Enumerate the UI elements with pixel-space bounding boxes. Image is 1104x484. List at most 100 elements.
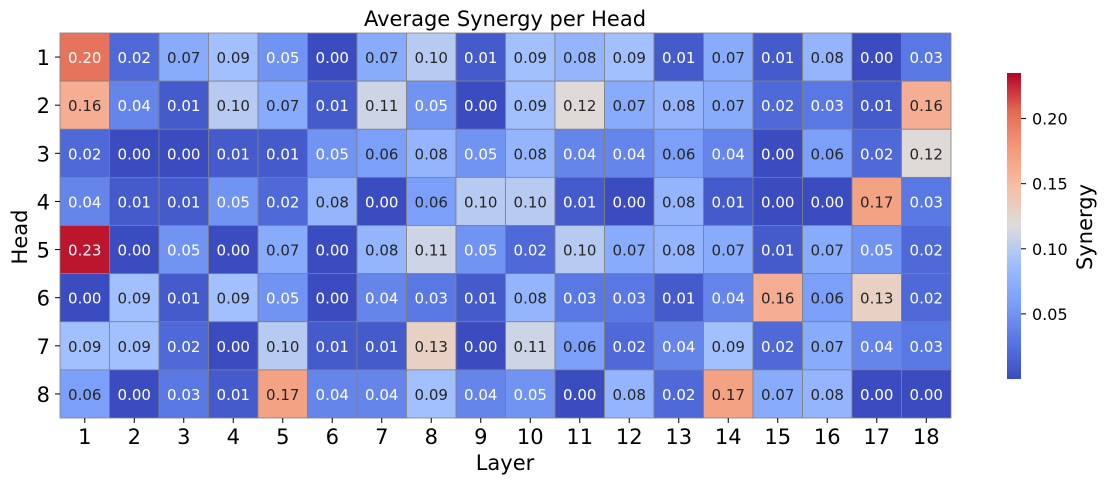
cell-value-label: 0.08 [811,386,844,404]
x-tick-label: 4 [227,425,240,449]
heatmap-cell [158,80,209,130]
x-tick-label: 1 [78,425,91,449]
cell-value-label: 0.06 [415,193,448,211]
x-tick-label: 16 [814,425,841,449]
heatmap-cell [901,32,952,82]
heatmap-cell [109,321,160,371]
cell-value-label: 0.03 [910,338,943,356]
cell-value-label: 0.01 [860,97,893,115]
cell-value-label: 0.09 [514,97,547,115]
cell-value-label: 0.09 [514,49,547,67]
heatmap-cell [208,321,259,371]
heatmap-cell [604,128,655,178]
cell-value-label: 0.07 [365,49,398,67]
cell-value-label: 0.06 [811,145,844,163]
cell-value-label: 0.05 [217,193,250,211]
cell-value-label: 0.05 [464,242,497,260]
heatmap-cell [604,321,655,371]
cell-value-label: 0.09 [613,49,646,67]
cell-value-label: 0.07 [761,386,794,404]
cell-value-label: 0.00 [910,386,943,404]
heatmap-cell [109,32,160,82]
cell-value-label: 0.16 [68,97,101,115]
cell-value-label: 0.01 [266,145,299,163]
heatmap-cell [505,128,556,178]
chart-title: Average Synergy per Head [364,7,646,31]
cell-value-label: 0.00 [68,290,101,308]
cell-value-label: 0.17 [860,193,893,211]
heatmap-cell [406,273,457,323]
cell-value-label: 0.03 [613,290,646,308]
heatmap-cell [307,369,358,419]
cell-value-label: 0.01 [662,290,695,308]
cell-value-label: 0.01 [167,290,200,308]
x-axis-ticks: 1 2 3 4 5 6 7 8 9 10 11 12 13 14 15 16 17 18 [78,418,940,449]
cell-value-label: 0.11 [415,242,448,260]
cell-value-label: 0.02 [266,193,299,211]
cell-value-label: 0.09 [415,386,448,404]
cell-value-label: 0.06 [68,386,101,404]
heatmap-cell [505,176,556,226]
cell-value-label: 0.08 [514,145,547,163]
heatmap-cell [158,369,209,419]
colorbar [1007,73,1021,379]
heatmap-cell [653,273,704,323]
cell-value-label: 0.07 [266,242,299,260]
heatmap-cell [851,369,902,419]
colorbar-tick-label: 0.10 [1032,240,1068,259]
cell-value-label: 0.09 [712,338,745,356]
heatmap-cell [406,32,457,82]
heatmap-cell [356,225,407,275]
cell-value-label: 0.00 [464,97,497,115]
heatmap-cell [703,32,754,82]
heatmap-cell [604,273,655,323]
cell-value-label: 0.01 [217,386,250,404]
heatmap-cell [505,32,556,82]
cell-value-label: 0.01 [712,193,745,211]
cell-value-label: 0.08 [811,49,844,67]
colorbar-tick-label: 0.20 [1032,110,1068,129]
cell-value-label: 0.03 [910,49,943,67]
cell-value-label: 0.05 [167,242,200,260]
cell-value-label: 0.00 [811,193,844,211]
cell-value-label: 0.02 [68,145,101,163]
heatmap-cell [703,321,754,371]
cell-value-label: 0.09 [217,290,250,308]
heatmap-cell [505,273,556,323]
heatmap-cells [59,32,952,419]
cell-value-label: 0.04 [613,145,646,163]
heatmap-cell [752,225,803,275]
cell-value-label: 0.23 [68,242,101,260]
cell-value-label: 0.04 [712,145,745,163]
cell-value-label: 0.05 [464,145,497,163]
heatmap-cell [703,176,754,226]
cell-value-label: 0.01 [464,49,497,67]
heatmap-cell [604,225,655,275]
cell-value-label: 0.04 [860,338,893,356]
cell-value-label: 0.10 [464,193,497,211]
heatmap-cell [59,32,110,82]
heatmap-cell [554,225,605,275]
cell-value-label: 0.00 [118,386,151,404]
y-tick-label: 5 [37,239,50,263]
heatmap-cell [455,225,506,275]
cell-value-label: 0.01 [761,242,794,260]
heatmap-cell [307,128,358,178]
heatmap-cell [356,80,407,130]
cell-value-label: 0.02 [761,338,794,356]
cell-value-label: 0.00 [316,49,349,67]
heatmap-cell [208,225,259,275]
cell-value-label: 0.17 [712,386,745,404]
cell-value-label: 0.00 [118,145,151,163]
heatmap-cell [208,369,259,419]
cell-value-label: 0.05 [860,242,893,260]
heatmap-cell [802,225,853,275]
heatmap-cell [455,128,506,178]
heatmap-cell [901,176,952,226]
heatmap-cell [901,128,952,178]
cell-value-label: 0.07 [811,338,844,356]
heatmap-cell [307,225,358,275]
heatmap-cell [59,80,110,130]
heatmap-cell [158,225,209,275]
